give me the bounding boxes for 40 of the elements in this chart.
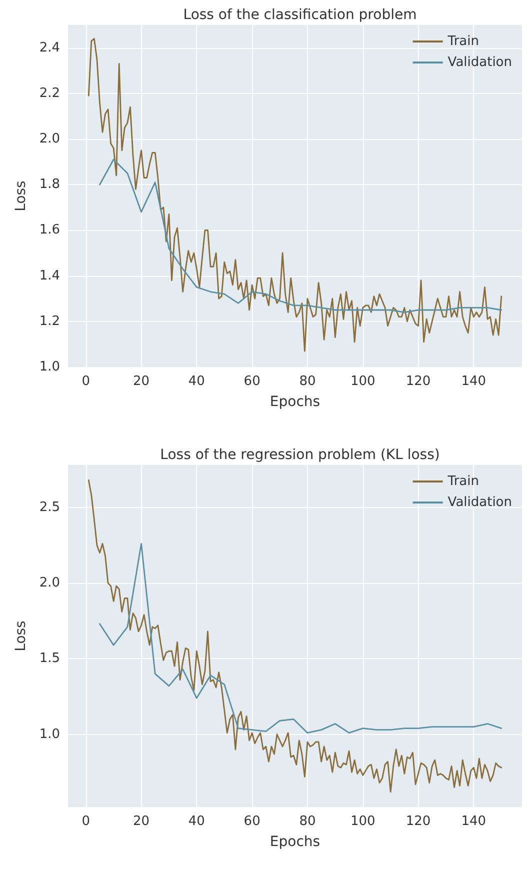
x-tick-label: 40 (188, 374, 205, 389)
y-axis-title: Loss (13, 620, 29, 652)
x-tick-label: 100 (350, 814, 376, 829)
legend-label: Train (446, 34, 480, 49)
legend-label: Train (446, 474, 480, 489)
y-tick-label: 1.0 (39, 360, 60, 374)
line-series (99, 158, 502, 313)
y-tick-label: 1.4 (39, 268, 60, 284)
x-tick-label: 20 (132, 374, 150, 389)
y-axis-title: Loss (13, 180, 29, 212)
y-tick-label: 1.8 (39, 177, 60, 192)
x-tick-label: 80 (299, 374, 316, 389)
x-tick-label: 20 (132, 814, 150, 829)
legend-label: Validation (448, 495, 512, 510)
y-tick-label: 2.5 (39, 500, 60, 515)
chart-title: Loss of the classification problem (183, 7, 417, 23)
x-tick-label: 60 (244, 374, 260, 389)
x-tick-label: 140 (461, 374, 486, 389)
x-tick-label: 40 (188, 814, 205, 829)
y-tick-label: 2.0 (39, 132, 60, 146)
y-tick-label: 1.6 (39, 222, 60, 238)
y-tick-label: 1.5 (39, 651, 60, 666)
legend-label: Validation (448, 55, 512, 70)
y-tick-label: 2.2 (39, 86, 60, 101)
x-tick-label: 0 (82, 374, 90, 389)
x-tick-label: 60 (244, 814, 260, 829)
x-tick-label: 120 (406, 374, 431, 389)
x-tick-label: 120 (406, 814, 431, 829)
chart-title: Loss of the regression problem (KL loss) (160, 447, 440, 463)
y-tick-label: 2.4 (39, 40, 60, 56)
line-series (99, 542, 502, 734)
x-tick-label: 0 (82, 814, 90, 829)
x-axis-title: Epochs (270, 834, 320, 850)
x-tick-label: 140 (461, 814, 486, 829)
x-axis-title: Epochs (270, 394, 320, 410)
x-tick-label: 80 (299, 814, 316, 829)
y-tick-label: 1.2 (39, 314, 60, 329)
y-tick-label: 2.0 (39, 576, 60, 591)
x-tick-label: 100 (350, 374, 376, 389)
y-tick-label: 1.0 (39, 726, 60, 742)
